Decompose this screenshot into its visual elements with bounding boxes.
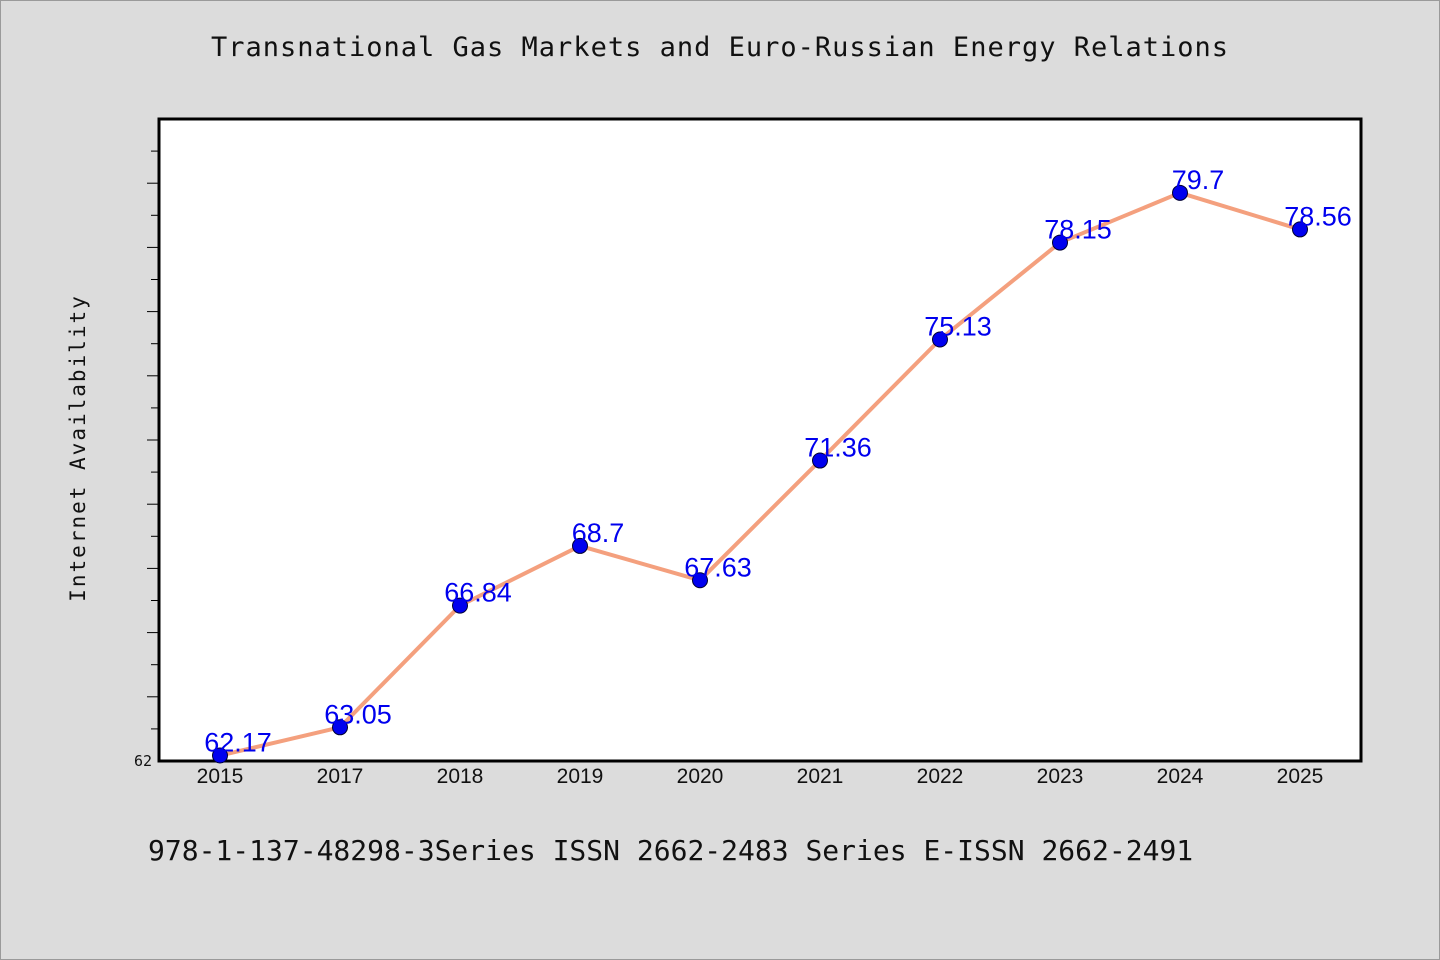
x-tick-label: 2015 [197, 765, 244, 788]
x-tick-label: 2025 [1277, 765, 1324, 788]
x-axis-ticks: 2015 2017 2018 2019 2020 2021 2022 2023 2024 2025 [197, 765, 1324, 788]
x-tick-label: 2018 [437, 765, 484, 788]
chart-title: Transnational Gas Markets and Euro-Russi… [210, 32, 1230, 63]
x-tick-label: 2024 [1157, 765, 1204, 788]
data-point [932, 331, 948, 348]
y-axis-ticks: 62 [134, 150, 159, 770]
data-point [332, 719, 348, 736]
data-point [812, 452, 828, 469]
data-label: 62.17 [204, 728, 272, 758]
data-label: 71.36 [804, 433, 872, 463]
data-point [452, 597, 468, 614]
data-label: 67.63 [684, 552, 752, 582]
series-polyline [219, 190, 1301, 758]
data-label: 75.13 [924, 312, 992, 342]
data-labels: 62.17 63.05 66.84 68.7 67.63 71.36 75.13 78.15 7… [204, 165, 1352, 758]
data-point [1172, 184, 1188, 201]
plot-area [157, 117, 1363, 763]
series-points [212, 184, 1308, 764]
data-label: 68.7 [572, 518, 625, 548]
data-label: 79.7 [1172, 165, 1225, 195]
x-tick-label: 2022 [917, 765, 964, 788]
x-tick-label: 2021 [797, 765, 844, 788]
data-label: 66.84 [444, 578, 512, 608]
data-point [692, 572, 708, 589]
y-tick-label: 62 [134, 752, 152, 770]
data-point [572, 537, 588, 554]
footer-isbn-text: 978-1-137-48298-3Series ISSN 2662-2483 S… [148, 834, 1194, 867]
data-point [212, 747, 228, 764]
data-label: 78.56 [1284, 201, 1352, 231]
x-tick-label: 2023 [1037, 765, 1084, 788]
data-point [1292, 221, 1308, 238]
data-label: 63.05 [324, 699, 392, 729]
x-tick-label: 2017 [317, 765, 364, 788]
data-point [1052, 234, 1068, 251]
x-tick-label: 2019 [557, 765, 604, 788]
series-line [219, 190, 1301, 758]
data-label: 78.15 [1044, 215, 1112, 245]
x-tick-label: 2020 [677, 765, 724, 788]
